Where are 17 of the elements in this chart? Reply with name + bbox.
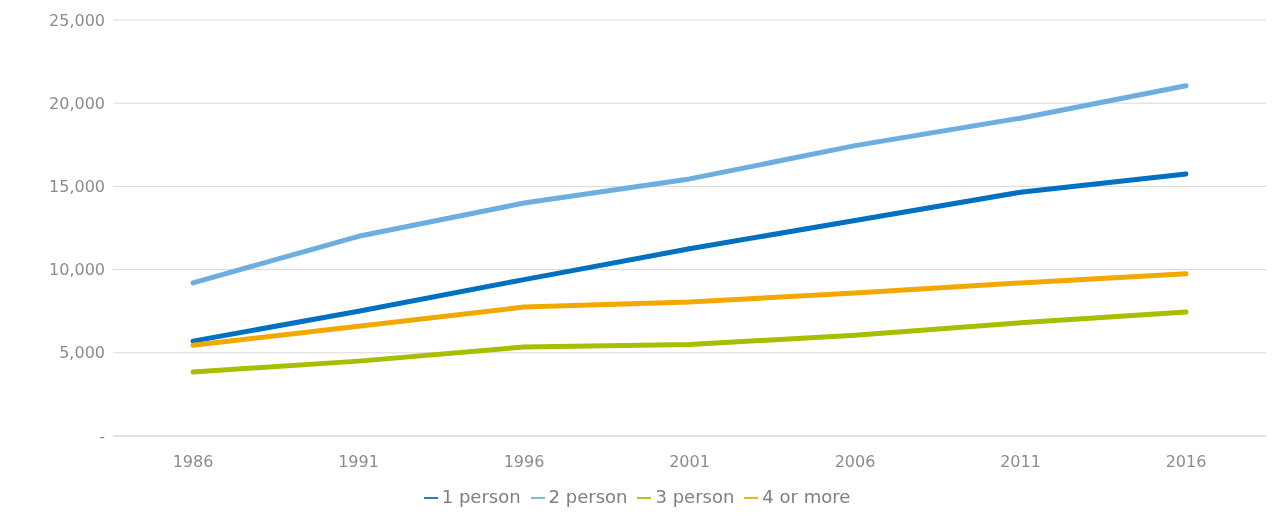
x-tick-label: 1996 [503,452,545,472]
legend-label: 1 person [441,486,521,507]
x-tick-label: 2016 [1165,452,1207,472]
legend-label: 2 person [548,486,628,507]
y-tick-label: - [99,426,105,446]
legend-label: 4 or more [762,486,851,507]
y-tick-label: 15,000 [49,177,105,197]
x-tick-label: 2006 [834,452,876,472]
y-tick-label: 25,000 [49,10,105,30]
x-tick-label: 2011 [1000,452,1041,472]
x-tick-label: 1991 [338,452,379,472]
x-tick-label: 1986 [172,452,214,472]
legend-label: 3 person [655,486,735,507]
x-tick-label: 2001 [669,452,710,472]
y-tick-label: 10,000 [49,260,105,280]
y-tick-label: 20,000 [49,93,105,113]
y-tick-label: 5,000 [59,343,105,363]
